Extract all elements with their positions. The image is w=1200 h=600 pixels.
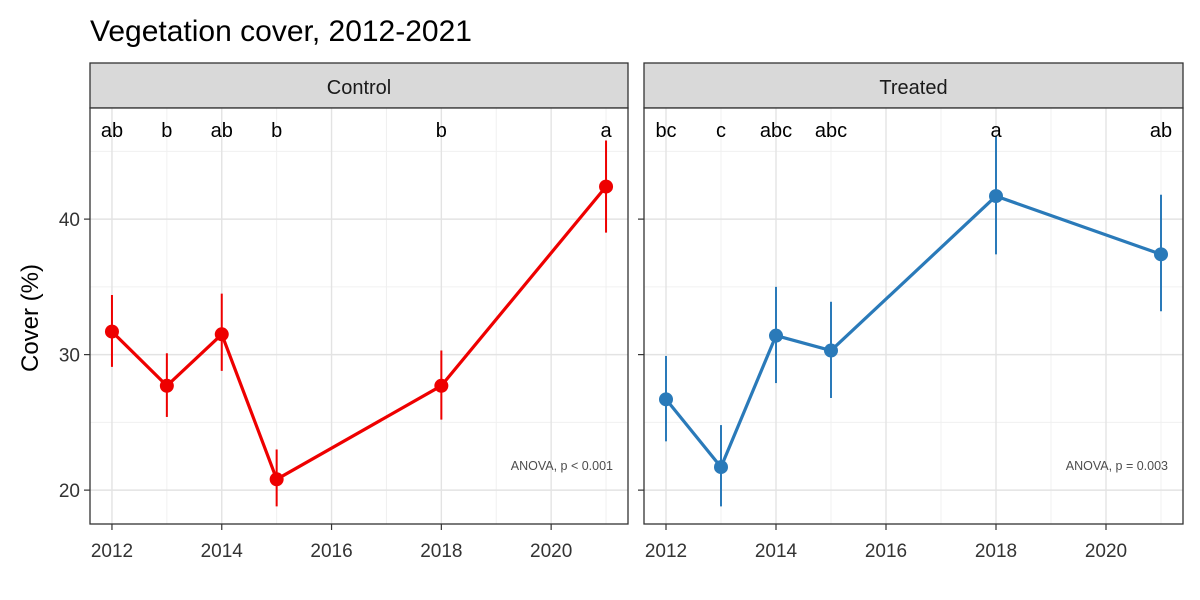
significance-letter: b: [436, 120, 447, 142]
x-tick-label: 2018: [975, 541, 1017, 562]
data-point: [989, 189, 1003, 204]
significance-letter: abc: [760, 120, 792, 142]
data-point: [659, 392, 673, 407]
significance-letter: ab: [211, 120, 233, 142]
data-point: [104, 324, 119, 339]
data-point: [714, 460, 728, 475]
significance-letter: abc: [815, 120, 847, 142]
data-point: [214, 327, 229, 342]
plot-background: [90, 108, 628, 524]
facet-strip-label: Treated: [879, 77, 947, 99]
significance-letter: c: [716, 120, 726, 142]
y-axis-title: Cover (%): [17, 264, 44, 372]
significance-letter: b: [271, 120, 282, 142]
x-tick-label: 2020: [1085, 541, 1127, 562]
data-point: [769, 328, 783, 343]
significance-letter: ab: [101, 120, 123, 142]
x-tick-label: 2020: [530, 541, 572, 562]
x-tick-label: 2014: [755, 541, 798, 562]
data-point: [824, 343, 838, 358]
significance-letter: a: [600, 120, 612, 142]
panel-border: [89, 107, 629, 525]
x-tick-label: 2016: [865, 541, 907, 562]
plot-background: [644, 108, 1183, 524]
series-line: [664, 194, 1163, 469]
x-tick-label: 2018: [420, 541, 462, 562]
facet-treated: Treated 2012 2014 2016 2018 2020 bc c abc abc a ab A…: [638, 62, 1184, 562]
x-tick-label: 2012: [645, 541, 687, 562]
y-tick-label: 40: [59, 210, 80, 231]
x-tick-label: 2012: [91, 541, 133, 562]
data-point: [434, 378, 449, 393]
anova-annotation: ANOVA, p < 0.001: [511, 459, 613, 473]
data-point: [159, 378, 174, 393]
facet-strip: [89, 62, 629, 109]
series-line: [110, 185, 608, 481]
facet-strip-label: Control: [327, 77, 391, 99]
anova-annotation: ANOVA, p = 0.003: [1066, 459, 1168, 473]
significance-letter: a: [990, 120, 1002, 142]
panel-border: [643, 107, 1184, 525]
y-tick-label: 20: [59, 481, 80, 502]
x-tick-label: 2014: [201, 541, 244, 562]
significance-letter: bc: [655, 120, 676, 142]
y-tick-label: 30: [59, 346, 80, 367]
x-tick-label: 2016: [310, 541, 352, 562]
facet-strip: [643, 62, 1184, 109]
data-point: [269, 472, 284, 487]
data-point: [1154, 247, 1168, 262]
significance-letter: ab: [1150, 120, 1172, 142]
significance-letter: b: [161, 120, 172, 142]
chart-title: Vegetation cover, 2012-2021: [90, 15, 472, 48]
data-point: [599, 179, 614, 194]
